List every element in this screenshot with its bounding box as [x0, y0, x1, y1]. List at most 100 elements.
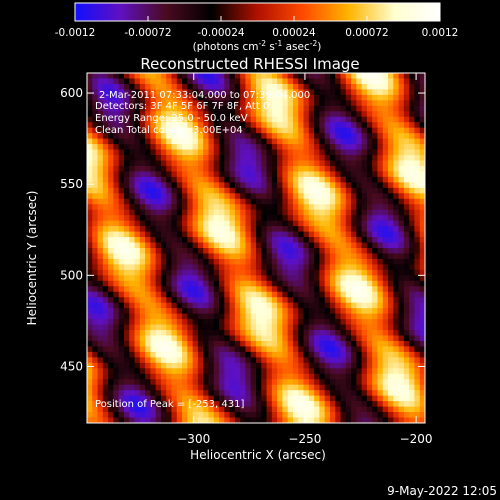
- heatmap-cell: [366, 379, 373, 386]
- heatmap-cell: [245, 275, 252, 282]
- heatmap-cell: [319, 237, 326, 243]
- heatmap-cell: [308, 100, 315, 107]
- heatmap-cell: [219, 280, 225, 287]
- heatmap-cell: [234, 324, 241, 331]
- heatmap-cell: [319, 133, 326, 140]
- heatmap-cell: [414, 187, 421, 194]
- heatmap-cell: [250, 187, 257, 194]
- heatmap-cell: [245, 313, 252, 320]
- heatmap-cell: [229, 275, 236, 282]
- heatmap-cell: [92, 111, 98, 118]
- heatmap-cell: [356, 226, 363, 232]
- heatmap-cell: [166, 144, 172, 150]
- heatmap-cell: [271, 215, 278, 222]
- heatmap-cell: [192, 280, 199, 287]
- heatmap-cell: [92, 401, 98, 407]
- heatmap-cell: [409, 111, 415, 118]
- heatmap-cell: [361, 401, 368, 407]
- heatmap-cell: [292, 237, 299, 243]
- heatmap-cell: [403, 171, 410, 178]
- heatmap-cell: [329, 340, 336, 347]
- heatmap-cell: [351, 258, 357, 265]
- heatmap-cell: [366, 297, 373, 304]
- heatmap-cell: [303, 187, 310, 194]
- heatmap-cell: [266, 368, 273, 375]
- heatmap-cell: [118, 395, 125, 402]
- heatmap-cell: [166, 138, 172, 145]
- heatmap-cell: [171, 122, 178, 129]
- heatmap-cell: [92, 269, 98, 276]
- heatmap-cell: [192, 78, 199, 85]
- heatmap-cell: [129, 198, 135, 205]
- heatmap-cell: [319, 384, 326, 391]
- heatmap-cell: [319, 324, 326, 331]
- heatmap-cell: [171, 105, 178, 112]
- heatmap-cell: [345, 187, 352, 194]
- heatmap-cell: [139, 269, 146, 276]
- heatmap-cell: [213, 133, 220, 140]
- heatmap-cell: [234, 220, 241, 227]
- heatmap-cell: [266, 204, 273, 211]
- heatmap-cell: [398, 357, 405, 364]
- heatmap-cell: [245, 127, 252, 134]
- heatmap-cell: [203, 105, 209, 112]
- heatmap-cell: [203, 330, 209, 336]
- heatmap-cell: [187, 226, 194, 232]
- heatmap-cell: [356, 340, 363, 347]
- heatmap-cell: [160, 160, 167, 167]
- heatmap-cell: [261, 226, 267, 232]
- heatmap-cell: [203, 313, 209, 320]
- annotation-energy: Energy Range: 25.0 - 50.0 keV: [95, 113, 248, 124]
- heatmap-cell: [97, 313, 104, 320]
- heatmap-cell: [319, 351, 326, 358]
- heatmap-cells: [87, 73, 426, 424]
- heatmap-cell: [150, 149, 157, 156]
- heatmap-cell: [324, 286, 331, 293]
- heatmap-cell: [329, 138, 336, 145]
- heatmap-cell: [377, 176, 384, 183]
- heatmap-cell: [256, 78, 262, 85]
- heatmap-cell: [340, 237, 347, 243]
- heatmap-cell: [192, 401, 199, 407]
- heatmap-cell: [277, 89, 283, 96]
- heatmap-cell: [319, 220, 326, 227]
- heatmap-cell: [282, 215, 289, 222]
- heatmap-cell: [129, 406, 135, 413]
- heatmap-cell: [87, 286, 93, 293]
- heatmap-cell: [340, 291, 347, 298]
- heatmap-cell: [324, 324, 331, 331]
- heatmap-cell: [287, 362, 294, 369]
- heatmap-cell: [256, 127, 262, 134]
- heatmap-cell: [108, 242, 114, 249]
- heatmap-cell: [187, 308, 194, 315]
- heatmap-cell: [250, 100, 257, 107]
- heatmap-cell: [160, 182, 167, 189]
- heatmap-cell: [208, 155, 215, 161]
- heatmap-cell: [351, 373, 357, 380]
- heatmap-cell: [340, 297, 347, 304]
- heatmap-cell: [176, 127, 183, 134]
- heatmap-cell: [409, 187, 415, 194]
- heatmap-cell: [234, 155, 241, 161]
- heatmap-cell: [245, 89, 252, 96]
- heatmap-cell: [155, 83, 162, 90]
- heatmap-cell: [292, 275, 299, 282]
- heatmap-cell: [123, 319, 130, 325]
- heatmap-cell: [219, 346, 225, 353]
- heatmap-cell: [155, 155, 162, 161]
- heatmap-cell: [250, 209, 257, 216]
- heatmap-cell: [219, 242, 225, 249]
- heatmap-cell: [234, 111, 241, 118]
- heatmap-cell: [97, 83, 104, 90]
- heatmap-cell: [102, 313, 109, 320]
- heatmap-cell: [287, 144, 294, 150]
- heatmap-cell: [314, 138, 320, 145]
- heatmap-cell: [319, 313, 326, 320]
- heatmap-cell: [356, 122, 363, 129]
- heatmap-cell: [271, 379, 278, 386]
- heatmap-cell: [197, 368, 204, 375]
- heatmap-cell: [361, 384, 368, 391]
- heatmap-cell: [229, 269, 236, 276]
- heatmap-cell: [414, 209, 421, 216]
- heatmap-cell: [256, 401, 262, 407]
